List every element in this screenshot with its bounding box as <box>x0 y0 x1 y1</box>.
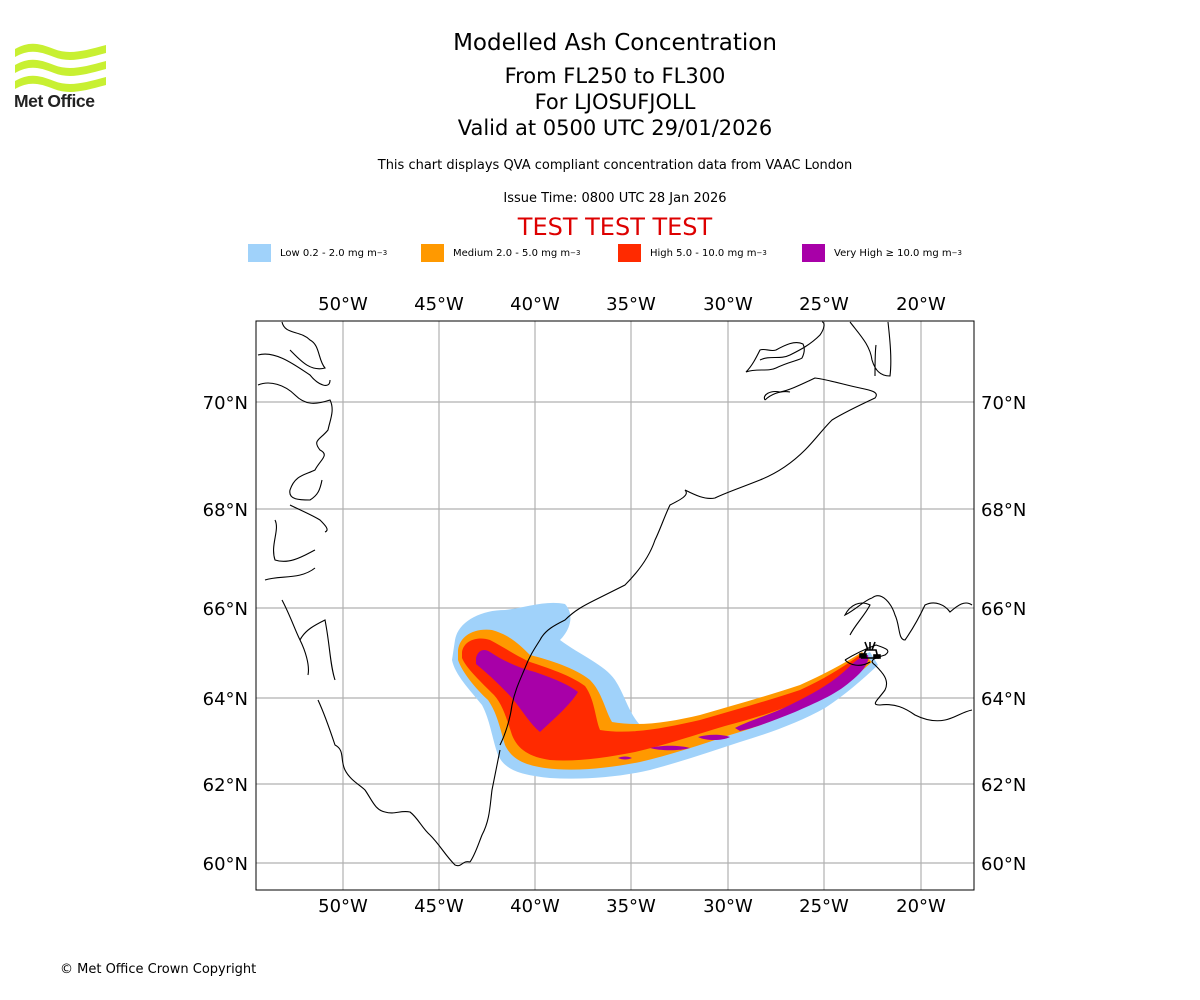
tick-label: 66°N <box>203 599 248 620</box>
axis-tick-labels: 50°W 50°W 45°W 45°W 40°W 40°W 35°W 35°W 30°W 30°W… <box>203 294 1027 917</box>
tick-label: 40°W <box>510 896 560 917</box>
tick-label: 35°W <box>606 294 656 315</box>
legend-label: Medium 2.0 - 5.0 mg m <box>453 247 571 259</box>
legend-unit-exp: −3 <box>570 249 581 257</box>
tick-label: 50°W <box>318 896 368 917</box>
volcano-icon <box>859 641 881 659</box>
ash-high-region <box>462 638 869 761</box>
legend-swatch <box>618 244 641 262</box>
legend-label: High 5.0 - 10.0 mg m <box>650 247 757 259</box>
map-gridlines <box>256 321 974 890</box>
coastline-iceland <box>843 595 973 722</box>
legend-item-very-high: Very High ≥ 10.0 mg m −3 <box>802 244 962 262</box>
legend-label: Very High ≥ 10.0 mg m <box>834 247 952 259</box>
legend-unit-exp: −3 <box>951 249 962 257</box>
ash-very-high-region <box>650 745 690 751</box>
met-office-logo-icon <box>15 43 106 92</box>
copyright-notice: © Met Office Crown Copyright <box>60 962 257 977</box>
tick-label: 70°N <box>203 393 248 414</box>
legend-unit-exp: −3 <box>756 249 767 257</box>
ash-very-high-region <box>735 655 869 731</box>
ash-very-high-region <box>476 650 578 732</box>
tick-label: 64°N <box>981 689 1026 710</box>
tick-label: 25°W <box>799 294 849 315</box>
flight-level-range: From FL250 to FL300 <box>504 64 726 88</box>
tick-label: 50°W <box>318 294 368 315</box>
chart-title: Modelled Ash Concentration <box>453 30 777 56</box>
legend-label: Low 0.2 - 2.0 mg m <box>280 247 377 259</box>
tick-label: 45°W <box>414 294 464 315</box>
ash-plume <box>452 602 878 779</box>
coastline-greenland-fjord <box>745 341 805 373</box>
coastline-greenland-west <box>257 321 501 867</box>
tick-label: 20°W <box>896 294 946 315</box>
tick-label: 60°N <box>203 854 248 875</box>
tick-label: 30°W <box>703 896 753 917</box>
test-banner: TEST TEST TEST <box>517 213 713 241</box>
ash-very-high-region <box>618 756 632 760</box>
tick-label: 25°W <box>799 896 849 917</box>
tick-label: 66°N <box>981 599 1026 620</box>
legend-swatch <box>802 244 825 262</box>
map-frame <box>255 320 975 891</box>
tick-label: 40°W <box>510 294 560 315</box>
legend-swatch <box>248 244 271 262</box>
tick-label: 62°N <box>203 775 248 796</box>
tick-label: 62°N <box>981 775 1026 796</box>
legend-item-low: Low 0.2 - 2.0 mg m −3 <box>248 244 387 262</box>
tick-label: 45°W <box>414 896 464 917</box>
tick-label: 30°W <box>703 294 753 315</box>
tick-label: 64°N <box>203 689 248 710</box>
coastline-greenland-east <box>499 321 892 746</box>
tick-label: 68°N <box>203 500 248 521</box>
issue-time: Issue Time: 0800 UTC 28 Jan 2026 <box>503 191 727 206</box>
tick-label: 70°N <box>981 393 1026 414</box>
legend-unit-exp: −3 <box>376 249 388 257</box>
tick-label: 20°W <box>896 896 946 917</box>
tick-label: 60°N <box>981 854 1026 875</box>
legend-swatch <box>421 244 444 262</box>
legend-item-medium: Medium 2.0 - 5.0 mg m −3 <box>421 244 580 262</box>
legend-item-high: High 5.0 - 10.0 mg m −3 <box>618 244 767 262</box>
tick-label: 68°N <box>981 500 1026 521</box>
chart-description: This chart displays QVA compliant concen… <box>377 158 853 173</box>
coastlines <box>257 321 973 867</box>
valid-time: Valid at 0500 UTC 29/01/2026 <box>457 116 773 140</box>
tick-label: 35°W <box>606 896 656 917</box>
met-office-logo-text: Met Office <box>14 91 95 111</box>
ash-very-high-region <box>698 734 730 740</box>
volcano-name: For LJOSUFJOLL <box>534 90 696 114</box>
